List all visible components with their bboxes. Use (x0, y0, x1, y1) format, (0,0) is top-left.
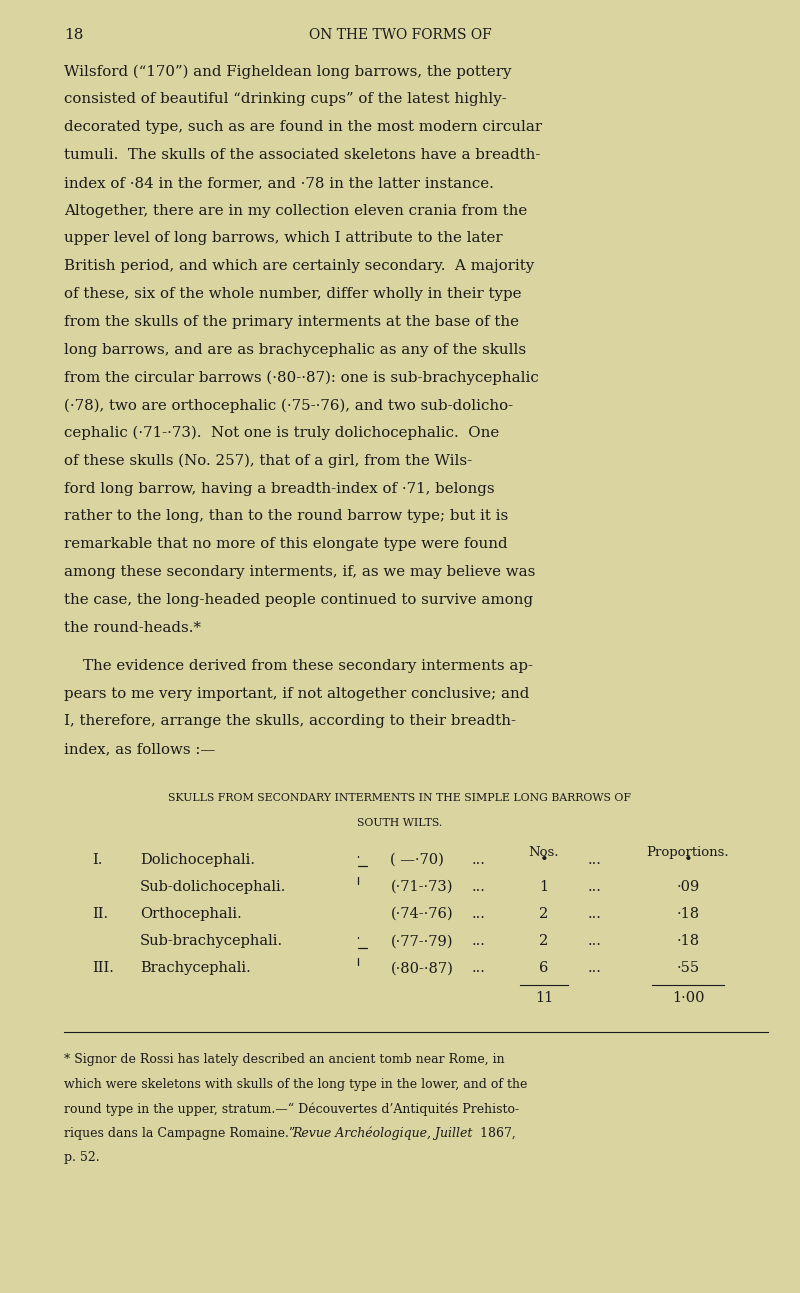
Text: ...: ... (587, 934, 602, 948)
Text: upper level of long barrows, which I attribute to the later: upper level of long barrows, which I att… (64, 231, 502, 246)
Text: Sub-brachycephali.: Sub-brachycephali. (140, 934, 283, 948)
Text: III.: III. (92, 961, 114, 975)
Text: (·74-·76): (·74-·76) (390, 906, 453, 921)
Text: (·78), two are orthocephalic (·75-·76), and two sub-dolicho-: (·78), two are orthocephalic (·75-·76), … (64, 398, 513, 412)
Text: pears to me very important, if not altogether conclusive; and: pears to me very important, if not altog… (64, 687, 530, 701)
Text: which were skeletons with skulls of the long type in the lower, and of the: which were skeletons with skulls of the … (64, 1077, 527, 1091)
Text: (·80-·87): (·80-·87) (390, 961, 454, 975)
Text: ·18: ·18 (677, 906, 699, 921)
Text: SKULLS FROM SECONDARY INTERMENTS IN THE SIMPLE LONG BARROWS OF: SKULLS FROM SECONDARY INTERMENTS IN THE … (169, 793, 631, 803)
Text: index of ·84 in the former, and ·78 in the latter instance.: index of ·84 in the former, and ·78 in t… (64, 176, 494, 190)
Text: index, as follows :—: index, as follows :— (64, 742, 215, 756)
Text: tumuli.  The skulls of the associated skeletons have a breadth-: tumuli. The skulls of the associated ske… (64, 147, 540, 162)
Text: ...: ... (471, 961, 486, 975)
Text: 6: 6 (539, 961, 549, 975)
Text: British period, and which are certainly secondary.  A majority: British period, and which are certainly … (64, 259, 534, 273)
Text: among these secondary interments, if, as we may believe was: among these secondary interments, if, as… (64, 565, 535, 579)
Text: the round-heads.*: the round-heads.* (64, 621, 201, 635)
Text: p. 52.: p. 52. (64, 1151, 100, 1165)
Text: •: • (540, 852, 548, 866)
Text: ...: ... (587, 879, 602, 893)
Text: cephalic (·71-·73).  Not one is truly dolichocephalic.  One: cephalic (·71-·73). Not one is truly dol… (64, 425, 499, 441)
Text: SOUTH WILTS.: SOUTH WILTS. (358, 817, 442, 828)
Text: consisted of beautiful “drinking cups” of the latest highly-: consisted of beautiful “drinking cups” o… (64, 92, 506, 106)
Text: the case, the long-headed people continued to survive among: the case, the long-headed people continu… (64, 592, 533, 606)
Text: Dolichocephali.: Dolichocephali. (140, 852, 255, 866)
Text: 1·00: 1·00 (672, 990, 704, 1005)
Text: 2: 2 (539, 906, 549, 921)
Text: remarkable that no more of this elongate type were found: remarkable that no more of this elongate… (64, 537, 508, 551)
Text: 18: 18 (64, 28, 83, 43)
Text: Sub-dolichocephali.: Sub-dolichocephali. (140, 879, 286, 893)
Text: ...: ... (587, 961, 602, 975)
Text: ...: ... (471, 934, 486, 948)
Text: Wilsford (“170”) and Figheldean long barrows, the pottery: Wilsford (“170”) and Figheldean long bar… (64, 65, 511, 79)
Text: Revue Archéologique, Juillet: Revue Archéologique, Juillet (292, 1126, 472, 1140)
Text: ford long barrow, having a breadth-index of ·71, belongs: ford long barrow, having a breadth-index… (64, 481, 494, 495)
Text: ...: ... (587, 852, 602, 866)
Text: Nos.: Nos. (529, 846, 559, 860)
Text: round type in the upper, stratum.—“ Découvertes d’Antiquités Prehisto-: round type in the upper, stratum.—“ Déco… (64, 1102, 519, 1116)
Text: (·71-·73): (·71-·73) (390, 879, 453, 893)
Text: 2: 2 (539, 934, 549, 948)
Text: ...: ... (471, 879, 486, 893)
Text: Brachycephali.: Brachycephali. (140, 961, 250, 975)
Text: II.: II. (92, 906, 108, 921)
Text: ·55: ·55 (677, 961, 699, 975)
Text: ...: ... (471, 906, 486, 921)
Text: riques dans la Campagne Romaine.”: riques dans la Campagne Romaine.” (64, 1126, 303, 1140)
Text: ...: ... (471, 852, 486, 866)
Text: I.: I. (92, 852, 102, 866)
Text: long barrows, and are as brachycephalic as any of the skulls: long barrows, and are as brachycephalic … (64, 343, 526, 357)
Text: The evidence derived from these secondary interments ap-: The evidence derived from these secondar… (64, 658, 533, 672)
Text: Altogether, there are in my collection eleven crania from the: Altogether, there are in my collection e… (64, 203, 527, 217)
Text: I, therefore, arrange the skulls, according to their breadth-: I, therefore, arrange the skulls, accord… (64, 714, 516, 728)
Text: from the circular barrows (·80-·87): one is sub-brachycephalic: from the circular barrows (·80-·87): one… (64, 370, 538, 385)
Text: rather to the long, than to the round barrow type; but it is: rather to the long, than to the round ba… (64, 509, 508, 524)
Text: Proportions.: Proportions. (646, 846, 730, 860)
Text: ...: ... (587, 906, 602, 921)
Text: 1867,: 1867, (476, 1126, 516, 1140)
Text: ON THE TWO FORMS OF: ON THE TWO FORMS OF (309, 28, 491, 43)
Text: ( —·70): ( —·70) (390, 852, 444, 866)
Text: ·18: ·18 (677, 934, 699, 948)
Text: Orthocephali.: Orthocephali. (140, 906, 242, 921)
Text: 11: 11 (535, 990, 553, 1005)
Text: * Signor de Rossi has lately described an ancient tomb near Rome, in: * Signor de Rossi has lately described a… (64, 1053, 505, 1067)
Text: •: • (684, 852, 692, 866)
Text: ·09: ·09 (676, 879, 700, 893)
Text: 1: 1 (539, 879, 549, 893)
Text: of these skulls (No. 257), that of a girl, from the Wils-: of these skulls (No. 257), that of a gir… (64, 454, 472, 468)
Text: (·77-·79): (·77-·79) (390, 934, 453, 948)
Text: decorated type, such as are found in the most modern circular: decorated type, such as are found in the… (64, 120, 542, 134)
Text: from the skulls of the primary interments at the base of the: from the skulls of the primary interment… (64, 314, 519, 328)
Text: of these, six of the whole number, differ wholly in their type: of these, six of the whole number, diffe… (64, 287, 522, 301)
